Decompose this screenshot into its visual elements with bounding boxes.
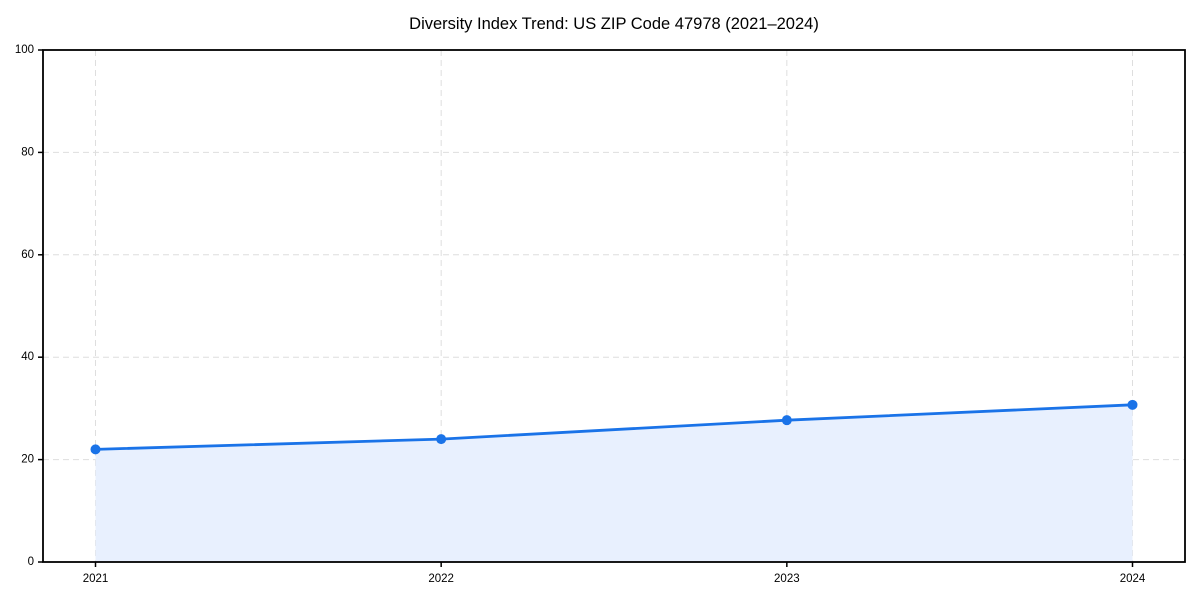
x-tick-label: 2024 xyxy=(1120,573,1146,585)
x-tick-label: 2022 xyxy=(428,573,454,585)
y-tick-label: 40 xyxy=(21,351,34,363)
data-point xyxy=(90,444,101,455)
tick-labels-layer: 0 20 40 60 80 100 2021 2022 2023 2024 xyxy=(15,44,1146,585)
plot-border xyxy=(42,49,1186,563)
data-point xyxy=(1127,399,1138,410)
line-layer xyxy=(94,403,1134,451)
area-layer xyxy=(95,404,1133,562)
y-tick-label: 80 xyxy=(21,146,34,158)
y-tick-label: 0 xyxy=(28,556,34,568)
area-fill xyxy=(95,404,1133,562)
points-layer xyxy=(90,399,1138,455)
data-point xyxy=(781,415,792,426)
y-tick-label: 60 xyxy=(21,249,34,261)
y-tick-label: 100 xyxy=(15,44,34,56)
y-tick-label: 20 xyxy=(21,454,34,466)
x-tick-label: 2021 xyxy=(83,573,109,585)
trend-line xyxy=(94,403,1134,451)
data-point xyxy=(436,434,447,445)
chart-title: Diversity Index Trend: US ZIP Code 47978… xyxy=(409,15,819,33)
x-tick-label: 2023 xyxy=(774,573,800,585)
axes-layer xyxy=(38,49,1186,567)
